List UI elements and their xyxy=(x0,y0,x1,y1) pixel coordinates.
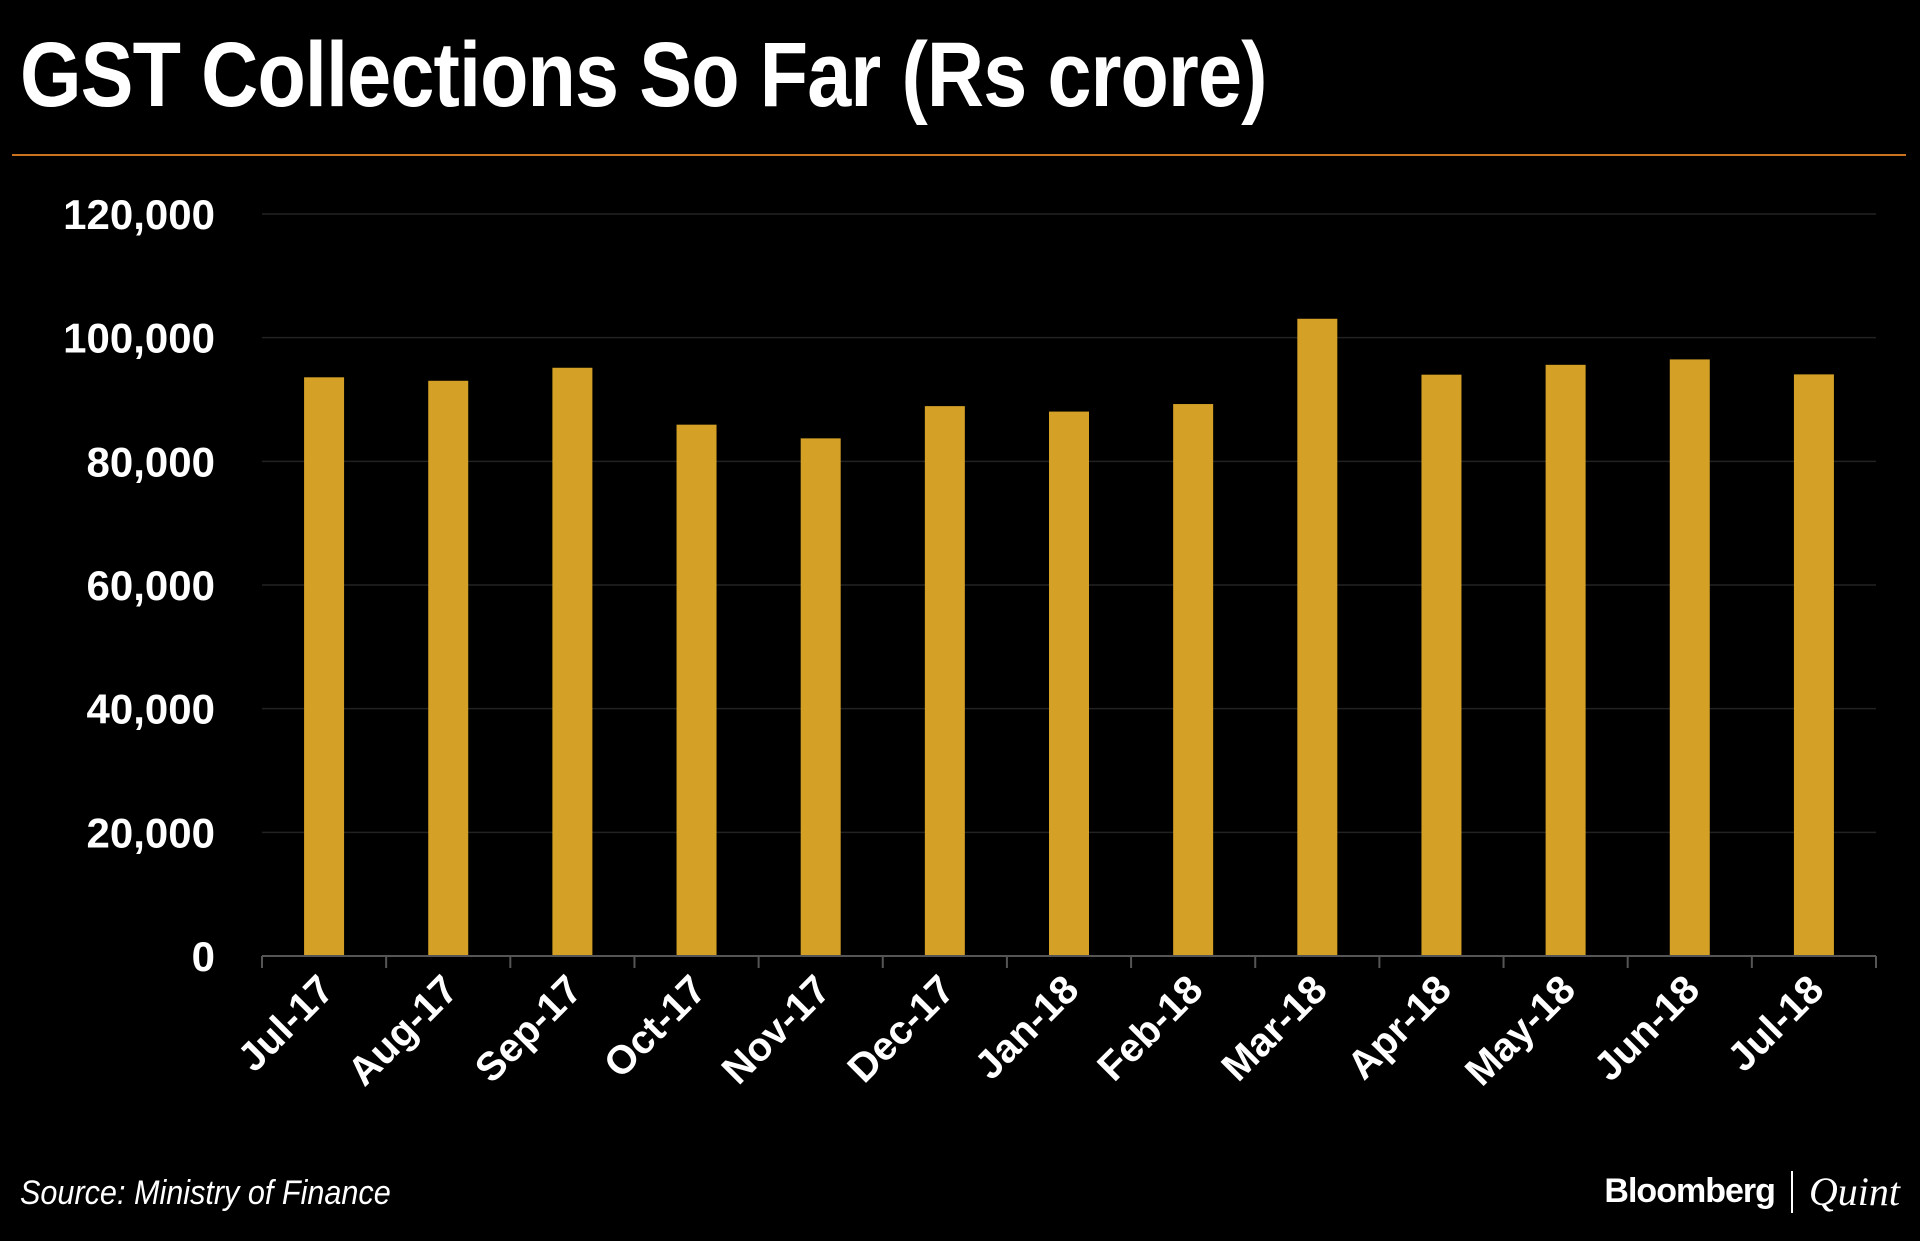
x-tick-label: Dec-17 xyxy=(839,967,963,1091)
x-tick-label: Nov-17 xyxy=(714,967,839,1092)
brand-name-quint: Quint xyxy=(1808,1169,1900,1214)
bar-sep-17 xyxy=(552,367,593,957)
y-tick-label: 20,000 xyxy=(87,809,215,856)
x-tick-label: Oct-17 xyxy=(596,967,715,1086)
bar-jul-18 xyxy=(1793,374,1834,957)
x-tick-label: Jan-18 xyxy=(967,967,1088,1088)
x-tick-label: Mar-18 xyxy=(1213,967,1335,1089)
bar-dec-17 xyxy=(924,406,965,957)
brand-logo: Bloomberg Quint xyxy=(1604,1168,1900,1215)
bar-jun-18 xyxy=(1669,359,1710,956)
y-tick-label: 100,000 xyxy=(63,315,215,362)
bar-aug-17 xyxy=(428,380,469,956)
x-tick-label: Jul-17 xyxy=(230,967,343,1080)
y-tick-label: 120,000 xyxy=(63,191,215,238)
y-tick-label: 80,000 xyxy=(87,438,215,485)
chart-title: GST Collections So Far (Rs crore) xyxy=(20,24,1267,126)
bar-apr-18 xyxy=(1421,374,1462,956)
x-tick-label: Sep-17 xyxy=(467,967,591,1091)
y-tick-label: 40,000 xyxy=(87,686,215,733)
source-note: Source: Ministry of Finance xyxy=(20,1174,391,1212)
y-tick-label: 0 xyxy=(192,933,215,980)
bar-jan-18 xyxy=(1049,411,1089,956)
bar-jul-17 xyxy=(304,377,345,956)
bar-feb-18 xyxy=(1173,404,1214,957)
x-tick-label: Feb-18 xyxy=(1089,967,1211,1089)
bar-nov-17 xyxy=(800,438,841,956)
x-tick-label: Aug-17 xyxy=(340,967,467,1094)
x-tick-label: Jul-18 xyxy=(1719,967,1832,1080)
x-tick-label: Jun-18 xyxy=(1586,967,1708,1089)
brand-separator xyxy=(1790,1170,1793,1213)
y-tick-label: 60,000 xyxy=(87,562,215,609)
bar-may-18 xyxy=(1545,364,1586,956)
bar-mar-18 xyxy=(1297,318,1338,956)
bar-oct-17 xyxy=(676,424,717,956)
x-tick-label: May-18 xyxy=(1457,967,1584,1094)
x-tick-label: Apr-18 xyxy=(1339,967,1460,1088)
brand-name-bloomberg: Bloomberg xyxy=(1604,1172,1775,1210)
title-divider xyxy=(12,154,1906,156)
